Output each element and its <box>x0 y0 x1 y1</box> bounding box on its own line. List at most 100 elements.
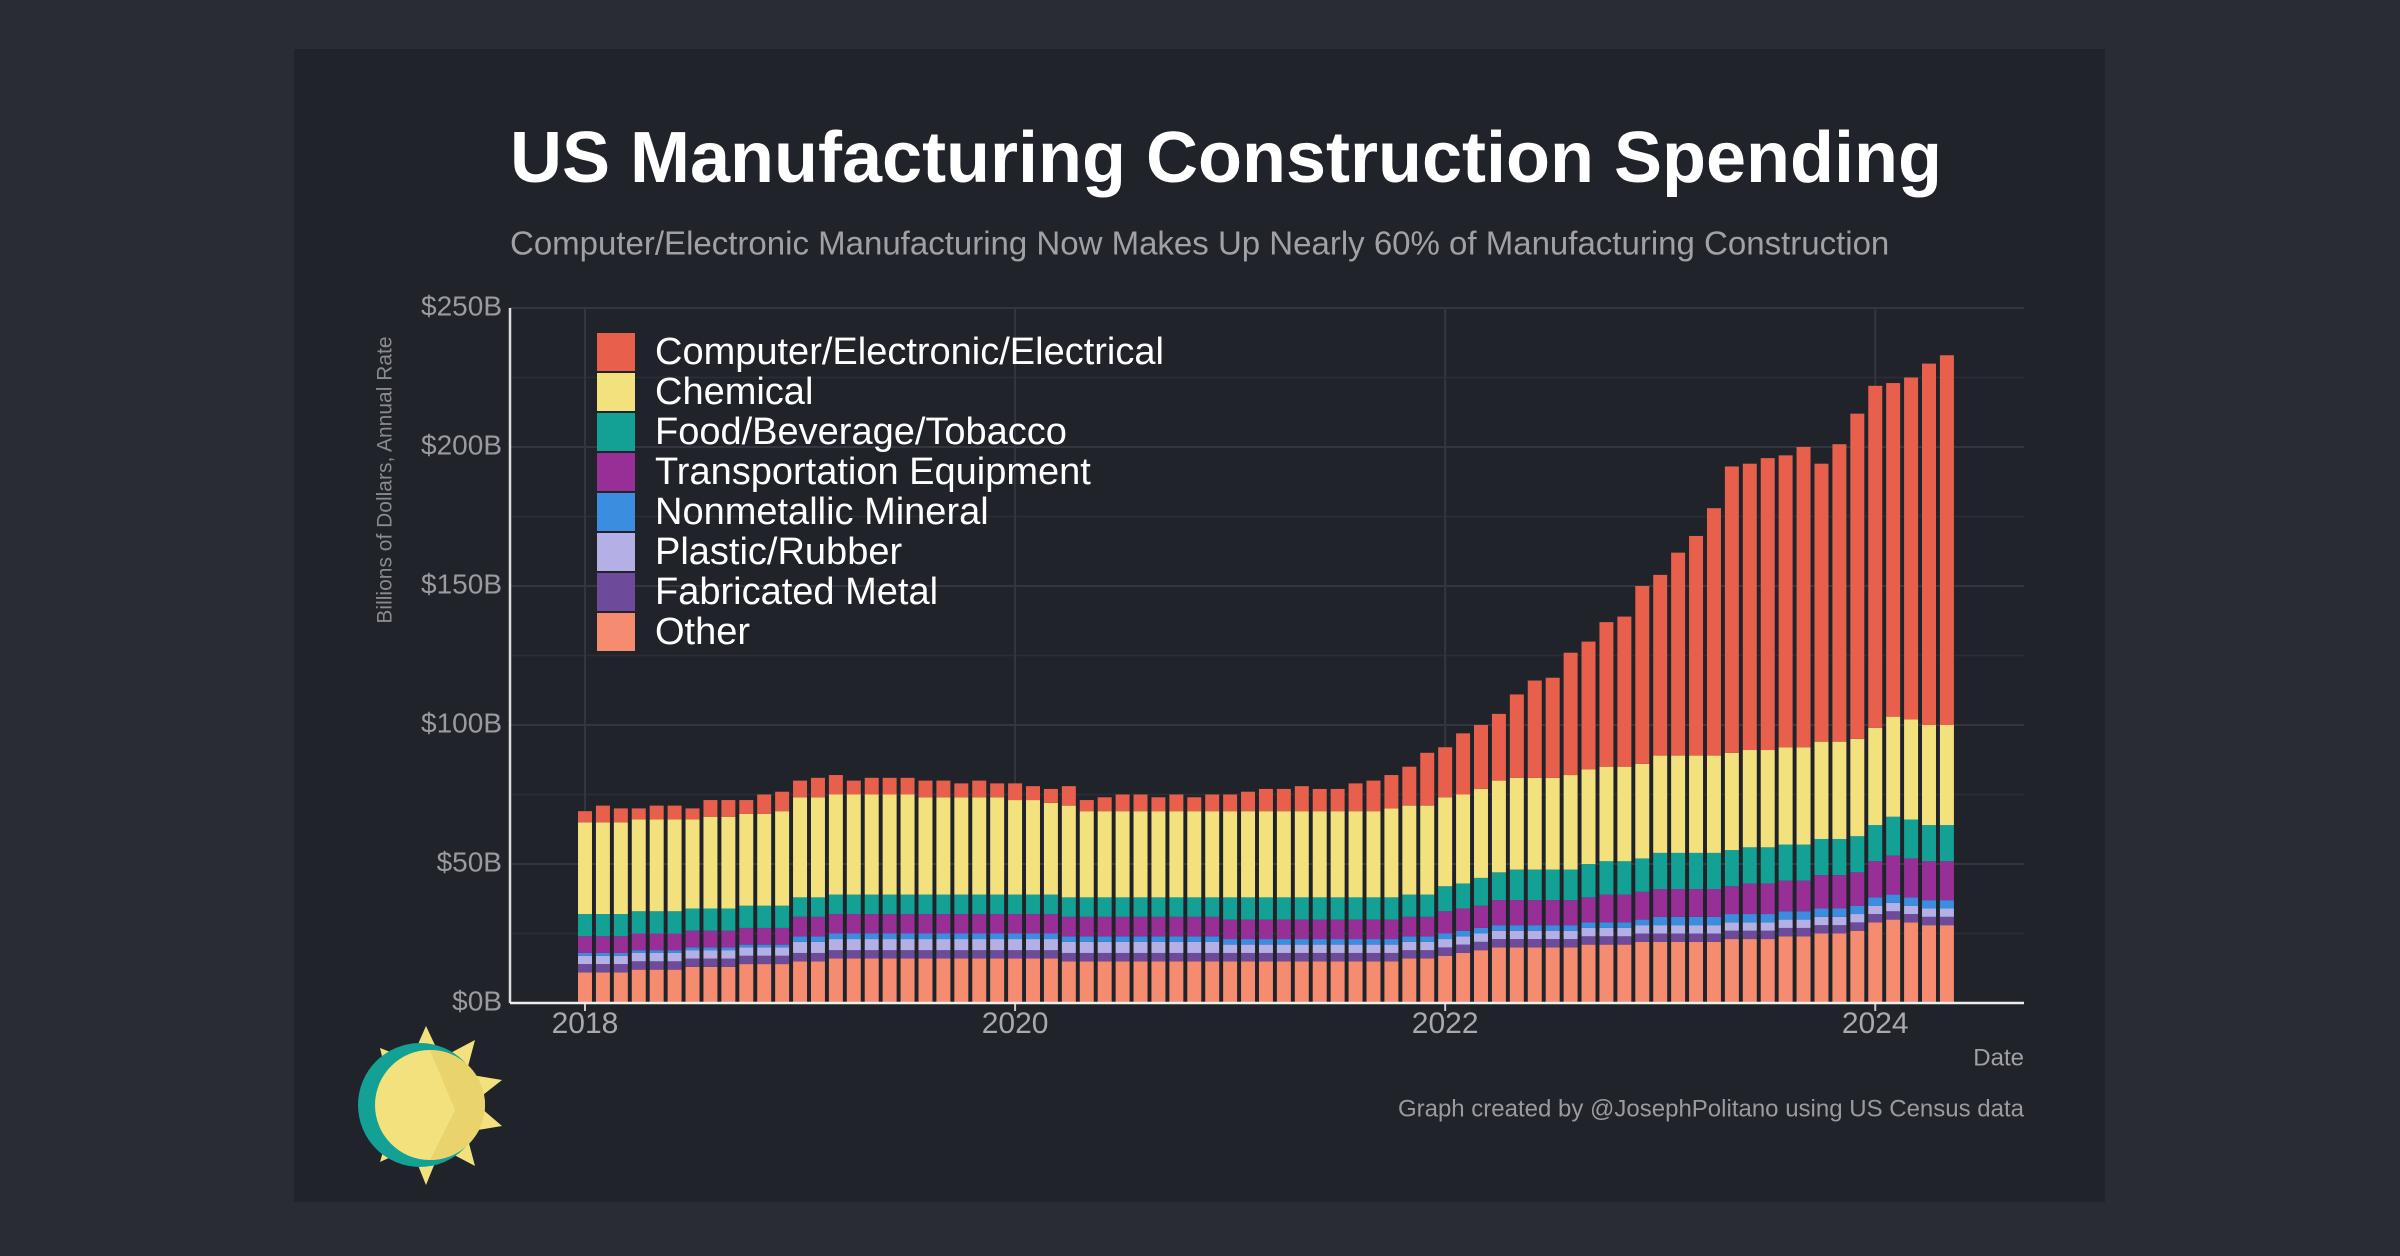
bar-segment <box>1617 944 1632 1003</box>
bar-segment <box>1922 925 1936 1003</box>
bar-segment <box>1742 930 1757 940</box>
x-tick-label: 2024 <box>1842 1007 1909 1040</box>
bar-segment <box>1832 875 1847 909</box>
bar-segment <box>1527 680 1542 778</box>
bar-segment <box>954 797 969 895</box>
bar-segment <box>1653 916 1668 926</box>
y-tick-label: $50B <box>437 846 502 877</box>
bar-segment <box>1545 930 1560 940</box>
bar-segment <box>1115 941 1130 953</box>
bar-segment <box>1258 811 1273 898</box>
bar-segment <box>775 955 790 965</box>
bar-segment <box>1402 958 1417 1003</box>
bar-segment <box>1205 897 1220 917</box>
bar-segment <box>1599 944 1614 1003</box>
bar-segment <box>739 905 754 928</box>
bar-segment <box>1276 939 1291 945</box>
bar-segment <box>1724 752 1739 851</box>
bar-segment <box>1832 838 1847 876</box>
bar-segment <box>1868 385 1883 728</box>
bar-segment <box>1706 852 1721 890</box>
bar-segment <box>757 947 772 956</box>
bar-segment <box>1276 897 1291 920</box>
bar-segment <box>1420 894 1435 917</box>
bar-segment <box>1456 908 1471 931</box>
bar-segment <box>1330 952 1345 962</box>
bar-segment <box>703 950 718 959</box>
bar-segment <box>1868 905 1883 915</box>
bar-segment <box>918 933 933 940</box>
bar-segment <box>1294 961 1309 1003</box>
bar-segment <box>900 894 915 915</box>
bar-segment <box>775 947 790 956</box>
bar-segment <box>1563 925 1578 931</box>
bar-segment <box>721 800 736 817</box>
bar-segment <box>1097 811 1112 898</box>
bar-segment <box>1563 900 1578 926</box>
bar-segment <box>1509 925 1524 931</box>
bar-segment <box>793 952 808 962</box>
bar-segment <box>990 958 1005 1003</box>
bar-segment <box>1724 466 1739 753</box>
bar-segment <box>757 927 772 945</box>
bar-segment <box>1061 786 1076 806</box>
bar-segment <box>1115 936 1130 942</box>
bar-segment <box>578 952 592 956</box>
bar-segment <box>1491 713 1506 781</box>
y-tick-label: $200B <box>421 429 502 460</box>
bar-segment <box>1886 816 1901 856</box>
bar-segment <box>1581 769 1596 864</box>
bar-segment <box>1133 952 1148 962</box>
bar-segment <box>1438 886 1453 912</box>
bar-segment <box>1294 952 1309 962</box>
bar-segment <box>1061 941 1076 953</box>
bar-segment <box>1671 755 1686 853</box>
bar-segment <box>595 936 610 953</box>
bar-segment <box>703 800 718 817</box>
bar-segment <box>1258 944 1273 953</box>
bar-segment <box>1509 900 1524 926</box>
bar-segment <box>1671 889 1686 917</box>
bar-segment <box>846 794 861 895</box>
bar-segment <box>864 933 879 940</box>
bar-segment <box>1169 897 1184 917</box>
y-tick-label: $0B <box>452 985 502 1016</box>
bar-segment <box>1348 811 1363 898</box>
bar-segment <box>1814 838 1829 876</box>
bar-segment <box>1599 894 1614 923</box>
bar-segment <box>1509 694 1524 778</box>
bar-segment <box>1563 652 1578 776</box>
bar-segment <box>1922 363 1936 725</box>
bar-segment <box>667 819 682 912</box>
bar-segment <box>1886 911 1901 920</box>
bar-segment <box>1151 941 1166 953</box>
bar-segment <box>649 819 664 912</box>
bar-segment <box>864 950 879 959</box>
bar-segment <box>1384 952 1399 962</box>
bar-segment <box>1509 947 1524 1003</box>
bar-segment <box>882 777 897 795</box>
bar-segment <box>1474 877 1488 906</box>
bar-segment <box>775 944 790 948</box>
bar-segment <box>1581 927 1596 937</box>
bar-segment <box>1223 811 1238 898</box>
bar-segment <box>1868 914 1883 923</box>
bar-segment <box>1886 919 1901 1003</box>
bar-segment <box>1438 911 1453 934</box>
bar-segment <box>1850 413 1865 739</box>
bar-segment <box>1384 775 1399 809</box>
bar-segment <box>1904 914 1919 923</box>
bar-segment <box>1939 900 1954 909</box>
bar-segment <box>1509 869 1524 901</box>
bar-segment <box>1778 747 1793 845</box>
bar-segment <box>667 911 682 934</box>
bar-segment <box>864 939 879 951</box>
bar-segment <box>1312 952 1327 962</box>
bar-segment <box>1008 914 1023 934</box>
bar-segment <box>1420 941 1435 951</box>
bar-segment <box>1850 738 1865 837</box>
bar-segment <box>1796 936 1811 1003</box>
bar-segment <box>1223 944 1238 953</box>
bar-segment <box>972 797 987 895</box>
bar-segment <box>649 969 664 1003</box>
